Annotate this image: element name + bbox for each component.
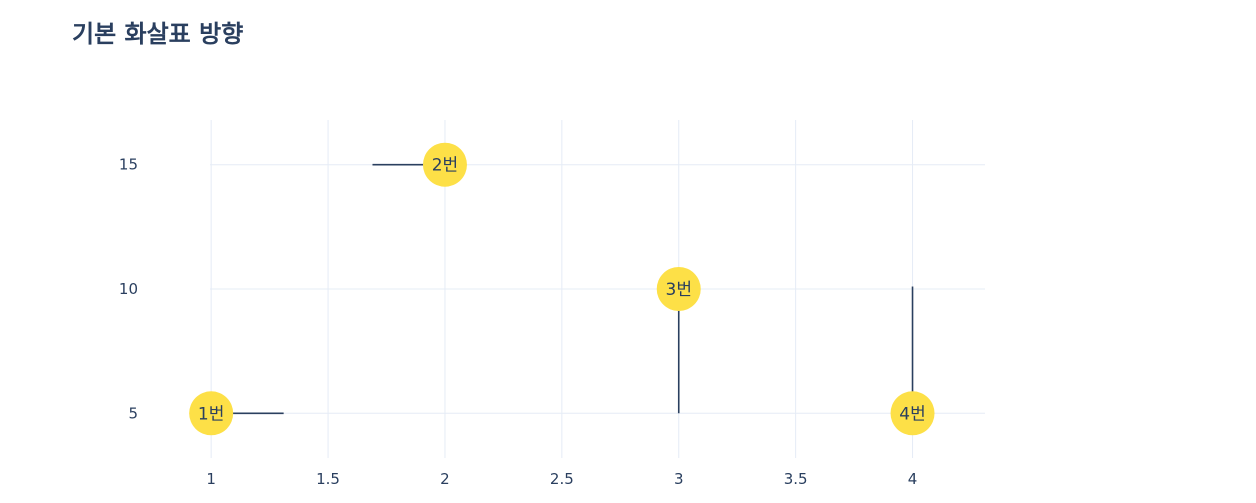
x-tick-label: 3.5 — [784, 470, 808, 488]
data-point-label: 3번 — [666, 280, 692, 300]
data-point-marker — [422, 142, 467, 187]
y-tick-label: 5 — [128, 404, 138, 422]
chart-title: 기본 화살표 방향 — [72, 20, 244, 48]
data-point-label: 2번 — [432, 156, 458, 176]
grid — [210, 120, 985, 458]
x-axis-ticks: 1 1.5 2 2.5 3 3.5 4 — [206, 470, 917, 488]
x-tick-label: 3 — [674, 470, 684, 488]
data-point-label: 1번 — [198, 404, 224, 424]
x-tick-label: 1.5 — [316, 470, 340, 488]
x-tick-label: 2 — [440, 470, 450, 488]
y-axis-ticks: 5 10 15 — [119, 156, 138, 423]
data-point-marker — [890, 391, 935, 436]
x-tick-label: 2.5 — [550, 470, 574, 488]
x-tick-label: 1 — [206, 470, 216, 488]
data-points[interactable]: 1번 2번 3번 4번 — [189, 142, 935, 436]
y-tick-label: 10 — [119, 280, 138, 298]
data-point-marker — [189, 391, 234, 436]
y-tick-label: 15 — [119, 156, 138, 174]
data-point-label: 4번 — [899, 404, 925, 424]
data-point-marker — [656, 267, 701, 311]
x-tick-label: 4 — [908, 470, 918, 488]
